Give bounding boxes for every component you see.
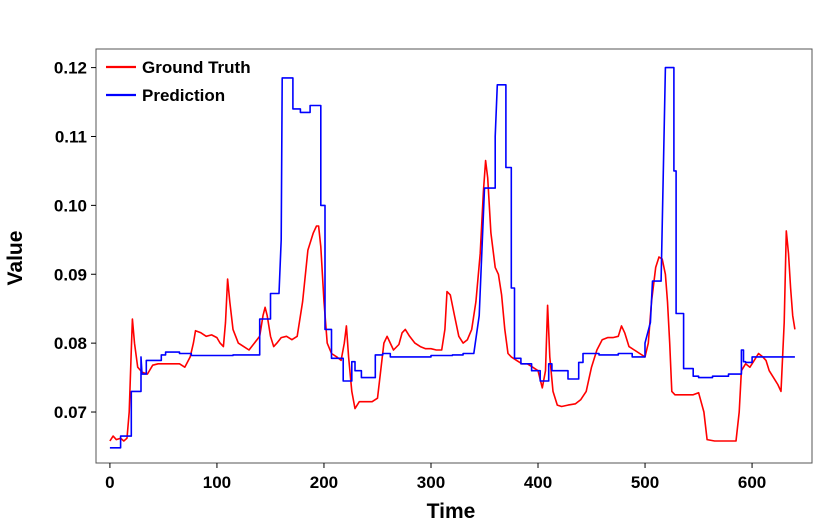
x-tick-label: 500 — [631, 473, 659, 492]
y-axis-ticks: 0.07 0.08 0.09 0.10 0.11 0.12 — [54, 59, 96, 422]
y-tick-label: 0.10 — [54, 196, 87, 215]
y-tick-label: 0.08 — [54, 334, 87, 353]
y-tick-label: 0.12 — [54, 59, 87, 78]
legend-label-ground-truth: Ground Truth — [142, 58, 251, 77]
series-lines — [109, 66, 796, 449]
series-line-ground-truth — [109, 159, 796, 442]
legend-label-prediction: Prediction — [142, 86, 225, 105]
x-tick-label: 100 — [203, 473, 231, 492]
legend: Ground Truth Prediction — [106, 58, 251, 105]
y-tick-label: 0.11 — [55, 127, 87, 146]
x-tick-label: 400 — [524, 473, 552, 492]
x-tick-label: 0 — [105, 473, 114, 492]
plot-frame — [95, 48, 813, 464]
y-tick-label: 0.07 — [54, 403, 87, 422]
x-tick-label: 600 — [738, 473, 766, 492]
y-tick-label: 0.09 — [54, 265, 87, 284]
x-tick-label: 200 — [310, 473, 338, 492]
x-axis-ticks: 0 100 200 300 400 500 600 — [105, 463, 766, 492]
series-line-prediction — [109, 66, 795, 449]
x-axis-title: Time — [427, 500, 476, 523]
x-tick-label: 300 — [417, 473, 445, 492]
y-axis-title: Value — [4, 231, 27, 286]
